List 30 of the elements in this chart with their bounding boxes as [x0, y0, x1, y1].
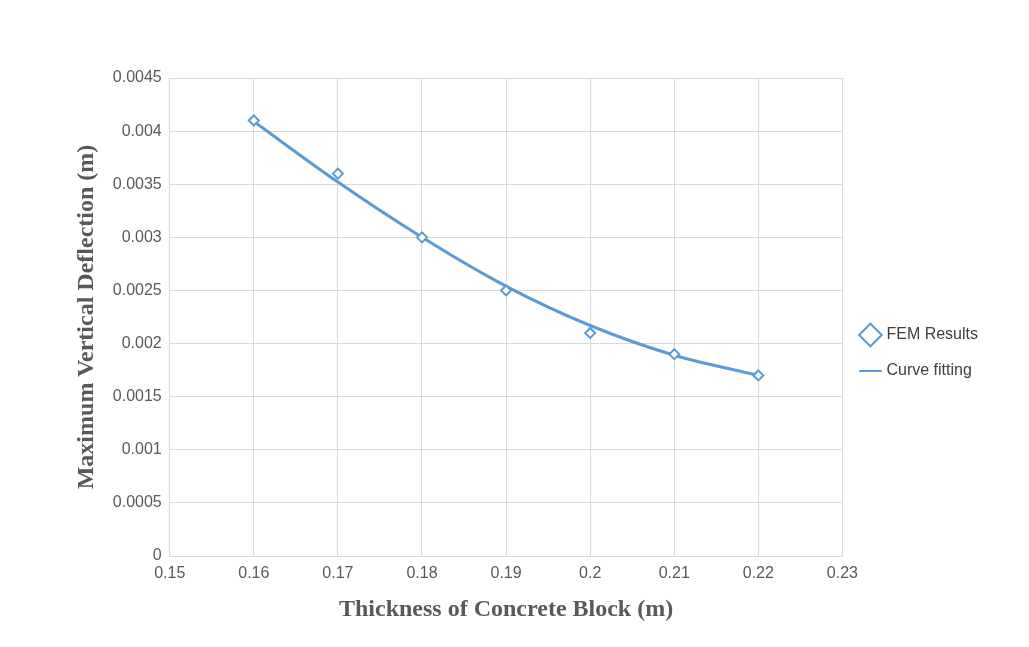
legend-label: Curve fitting [886, 361, 972, 379]
point [500, 284, 513, 297]
point [331, 167, 344, 180]
x-axis-title: Thickness of Concrete Block (m) [338, 594, 674, 621]
y-tick-label: 0.0025 [112, 280, 162, 298]
y-tick-label: 0.0035 [112, 174, 162, 192]
y-tick-label: 0.004 [121, 121, 162, 139]
x-tick-label: 0.19 [490, 564, 522, 582]
point [584, 326, 597, 339]
x-tick-label: 0.17 [322, 564, 354, 582]
x-tick-label: 0.23 [826, 564, 859, 582]
point [247, 114, 260, 127]
legend-label: FEM Results [886, 325, 979, 343]
y-tick-label: 0.002 [121, 333, 162, 351]
x-tick-label: 0.22 [742, 564, 775, 582]
y-tick-label: 0.003 [121, 227, 162, 245]
x-tick-label: 0.15 [154, 564, 186, 582]
y-tick-label: 0.0005 [112, 493, 162, 511]
x-tick-label: 0.16 [238, 564, 270, 582]
y-tick-label: 0.0015 [112, 387, 162, 405]
y-tick-label: 0.001 [121, 440, 162, 458]
y-axis-title: Maximum Vertical Deflection (m) [71, 144, 98, 490]
y-tick-label: 0.0045 [112, 68, 162, 86]
point [752, 369, 765, 382]
point [668, 348, 681, 361]
point [416, 231, 428, 244]
x-tick-label: 0.2 [579, 564, 602, 582]
x-tick-label: 0.18 [406, 564, 438, 582]
y-tick-label: 0 [152, 546, 162, 564]
x-tick-label: 0.21 [658, 564, 690, 582]
